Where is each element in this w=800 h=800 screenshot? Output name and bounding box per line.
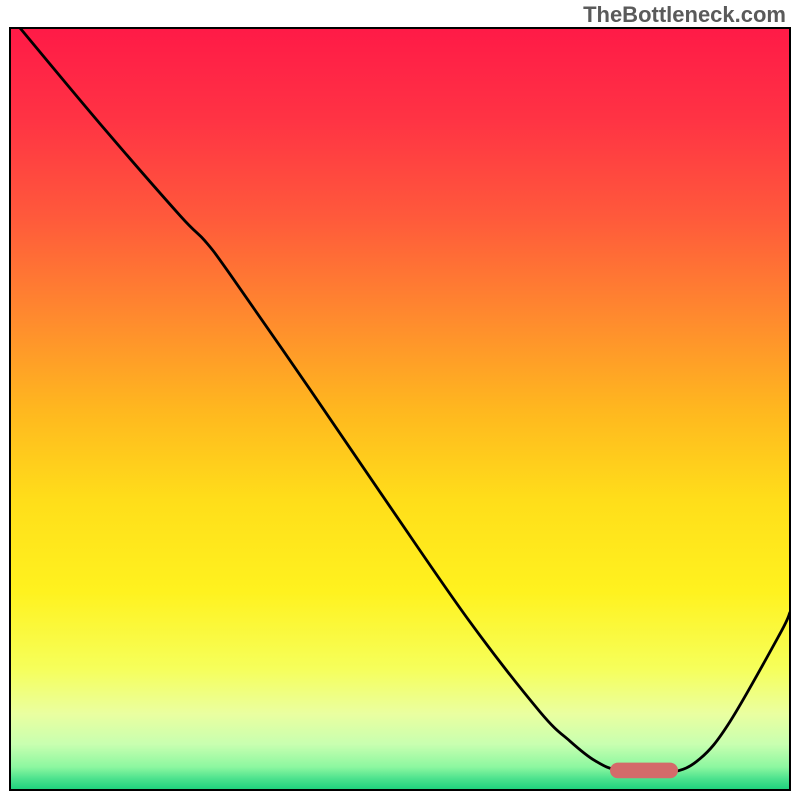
optimal-range-marker [610,763,678,779]
watermark-text: TheBottleneck.com [583,2,786,27]
bottleneck-chart: TheBottleneck.com [0,0,800,800]
chart-background-gradient [10,28,790,790]
